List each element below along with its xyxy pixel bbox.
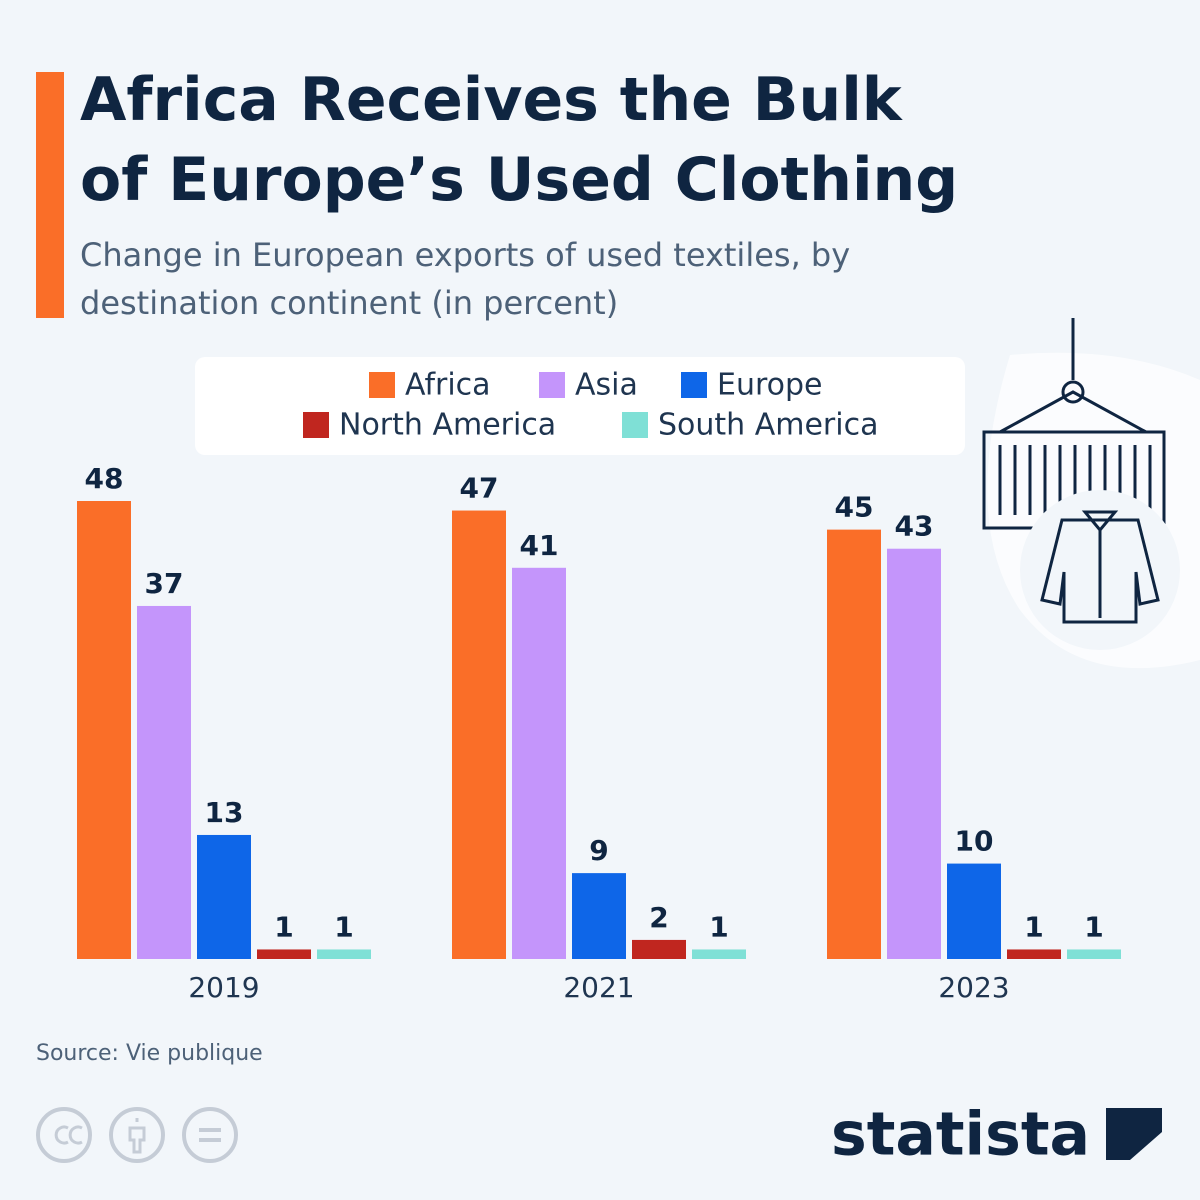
bar [77, 501, 131, 959]
legend-swatch [539, 372, 565, 398]
source: Source: Vie publique [36, 1041, 263, 1066]
value-label: 1 [709, 910, 728, 943]
brand-logo: statista [831, 1100, 1090, 1170]
legend-swatch [681, 372, 707, 398]
value-label: 13 [205, 796, 244, 829]
value-label: 47 [460, 472, 499, 505]
brand-mark [1106, 1108, 1162, 1160]
accent-bar [36, 72, 64, 318]
bar [257, 949, 311, 959]
bar [692, 949, 746, 959]
value-label: 9 [589, 834, 608, 867]
value-label: 1 [1084, 910, 1103, 943]
bar [1067, 949, 1121, 959]
legend-swatch [369, 372, 395, 398]
bar [512, 567, 566, 959]
bar [947, 863, 1001, 959]
value-label: 45 [835, 491, 874, 524]
x-tick-label: 2021 [563, 971, 634, 1004]
bar [632, 939, 686, 959]
bar [827, 529, 881, 959]
legend-swatch [303, 412, 329, 438]
legend-label: South America [658, 408, 878, 443]
bar [317, 949, 371, 959]
bar [1007, 949, 1061, 959]
value-label: 43 [895, 510, 934, 543]
chart-title: Africa Receives the Bulk of Europe’s Used… [80, 65, 958, 215]
value-label: 37 [145, 567, 184, 600]
value-label: 10 [955, 825, 994, 858]
bar [572, 873, 626, 959]
value-label: 48 [85, 462, 124, 495]
bar [197, 834, 251, 959]
legend-label: Asia [575, 368, 638, 403]
value-label: 1 [334, 910, 353, 943]
value-label: 41 [520, 529, 559, 562]
value-label: 1 [274, 910, 293, 943]
legend-label: Europe [717, 368, 823, 403]
bar [887, 548, 941, 959]
x-tick-label: 2023 [938, 971, 1009, 1004]
chart-subtitle: Change in European exports of used texti… [80, 236, 850, 322]
legend-swatch [622, 412, 648, 438]
value-label: 2 [649, 901, 668, 934]
container-icon [982, 318, 1180, 650]
license-icons [36, 1107, 238, 1163]
bar [137, 605, 191, 959]
legend-label: Africa [405, 368, 491, 403]
value-label: 1 [1024, 910, 1043, 943]
bar [452, 510, 506, 959]
x-tick-label: 2019 [188, 971, 259, 1004]
legend-label: North America [339, 408, 556, 443]
